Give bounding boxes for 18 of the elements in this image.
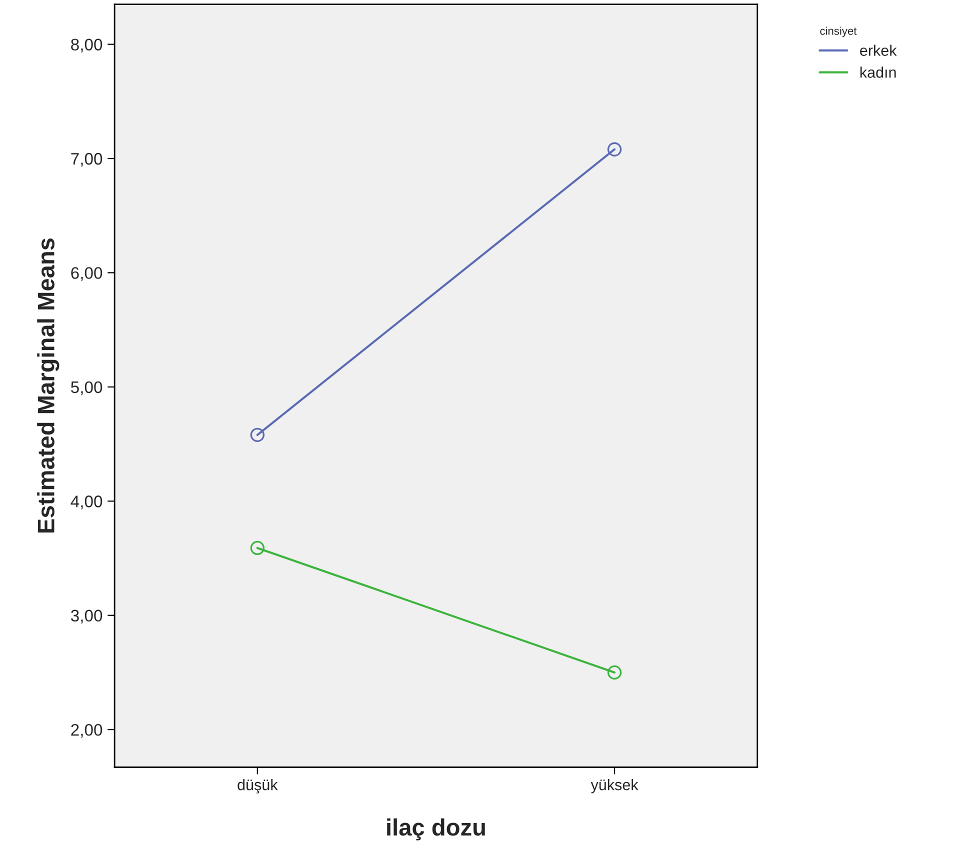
- x-tick-label: yüksek: [590, 779, 638, 794]
- point: [250, 428, 265, 442]
- y-tick-label: 5,00: [71, 381, 102, 396]
- y-tick-label: 8,00: [71, 38, 102, 52]
- y-tick-label: 2,00: [71, 724, 102, 738]
- point: [607, 665, 622, 680]
- legend-label: kadın: [860, 66, 896, 78]
- point: [607, 142, 622, 156]
- point: [250, 540, 265, 556]
- y-tick-label: 7,00: [71, 152, 102, 167]
- y-tick-label: 6,00: [71, 267, 102, 281]
- y-tick-label: 4,00: [70, 496, 102, 510]
- y-axis-title: Estimated Marginal Means: [37, 238, 60, 532]
- x-tick-label: düşük: [238, 779, 278, 794]
- x-axis-title: ilaç dozu: [387, 818, 485, 840]
- legend-title: cinsiyet: [820, 26, 857, 38]
- legend-label: erkek: [860, 44, 897, 56]
- y-tick-label: 3,00: [70, 610, 102, 624]
